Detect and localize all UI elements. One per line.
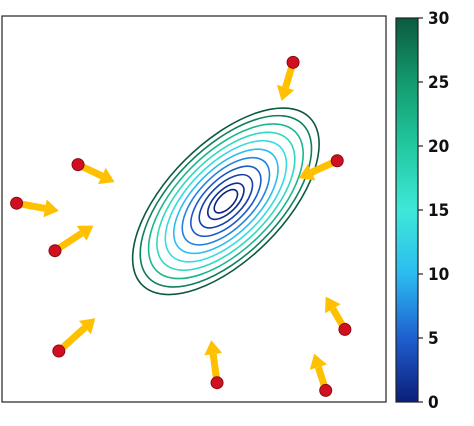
contour-line bbox=[213, 188, 239, 214]
contour-line bbox=[172, 148, 279, 255]
colorbar-tick-label: 0 bbox=[428, 393, 439, 413]
sample-point bbox=[338, 322, 352, 336]
arrow-head bbox=[325, 296, 341, 314]
contour-line bbox=[181, 156, 271, 246]
arrow-head bbox=[76, 225, 94, 241]
arrow-head bbox=[78, 318, 96, 335]
contour-line bbox=[139, 114, 313, 288]
arrow-head bbox=[276, 84, 295, 101]
colorbar bbox=[396, 18, 418, 402]
sample-point bbox=[210, 376, 224, 390]
sample-point bbox=[319, 383, 333, 397]
plot-area bbox=[1, 15, 387, 403]
arrow-head bbox=[204, 340, 223, 356]
sample-point bbox=[10, 196, 24, 210]
contour-line bbox=[198, 173, 254, 229]
colorbar-tick-label: 30 bbox=[428, 9, 449, 29]
sample-point bbox=[48, 244, 62, 258]
sample-point bbox=[286, 55, 300, 69]
arrow-head bbox=[43, 199, 59, 218]
gradient-arrows bbox=[10, 55, 352, 397]
colorbar-tick-label: 15 bbox=[428, 201, 449, 221]
colorbar-tick-label: 20 bbox=[428, 137, 449, 157]
colorbar-ticks: 0 5 10 15 20 25 30 bbox=[418, 9, 449, 413]
contour-line bbox=[207, 182, 245, 221]
colorbar-tick-label: 25 bbox=[428, 73, 449, 93]
contour-line bbox=[156, 131, 296, 272]
sample-point bbox=[71, 158, 85, 172]
contour-line bbox=[147, 123, 304, 280]
contour-line bbox=[190, 165, 262, 238]
contour-line bbox=[131, 107, 320, 296]
sample-point bbox=[52, 344, 66, 358]
sample-point bbox=[330, 154, 344, 168]
arrow-head bbox=[98, 167, 115, 185]
arrow-head bbox=[298, 164, 316, 181]
colorbar-tick-label: 10 bbox=[428, 265, 449, 285]
arrow-head bbox=[309, 353, 327, 370]
contour-lines bbox=[131, 107, 320, 296]
contour-line bbox=[164, 139, 288, 263]
colorbar-tick-label: 5 bbox=[428, 329, 439, 349]
